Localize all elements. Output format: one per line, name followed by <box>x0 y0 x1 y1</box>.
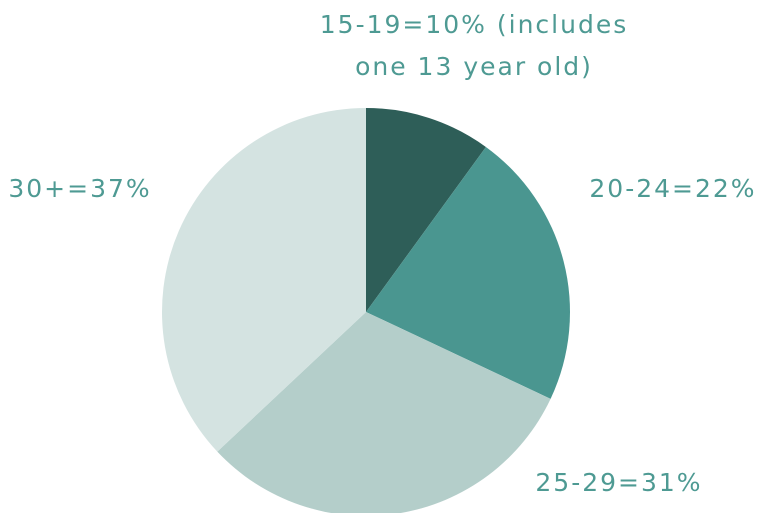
slice-label: 20-24=22% <box>589 174 757 203</box>
slice-label: 25-29=31% <box>535 468 703 497</box>
pie-slice <box>366 146 570 399</box>
slice-label: 15-19=10% (includes one 13 year old) <box>319 10 629 81</box>
pie-slice <box>366 108 486 312</box>
pie-slice <box>217 312 551 513</box>
slice-label: 30+=37% <box>8 174 152 203</box>
pie-slice <box>162 108 366 452</box>
